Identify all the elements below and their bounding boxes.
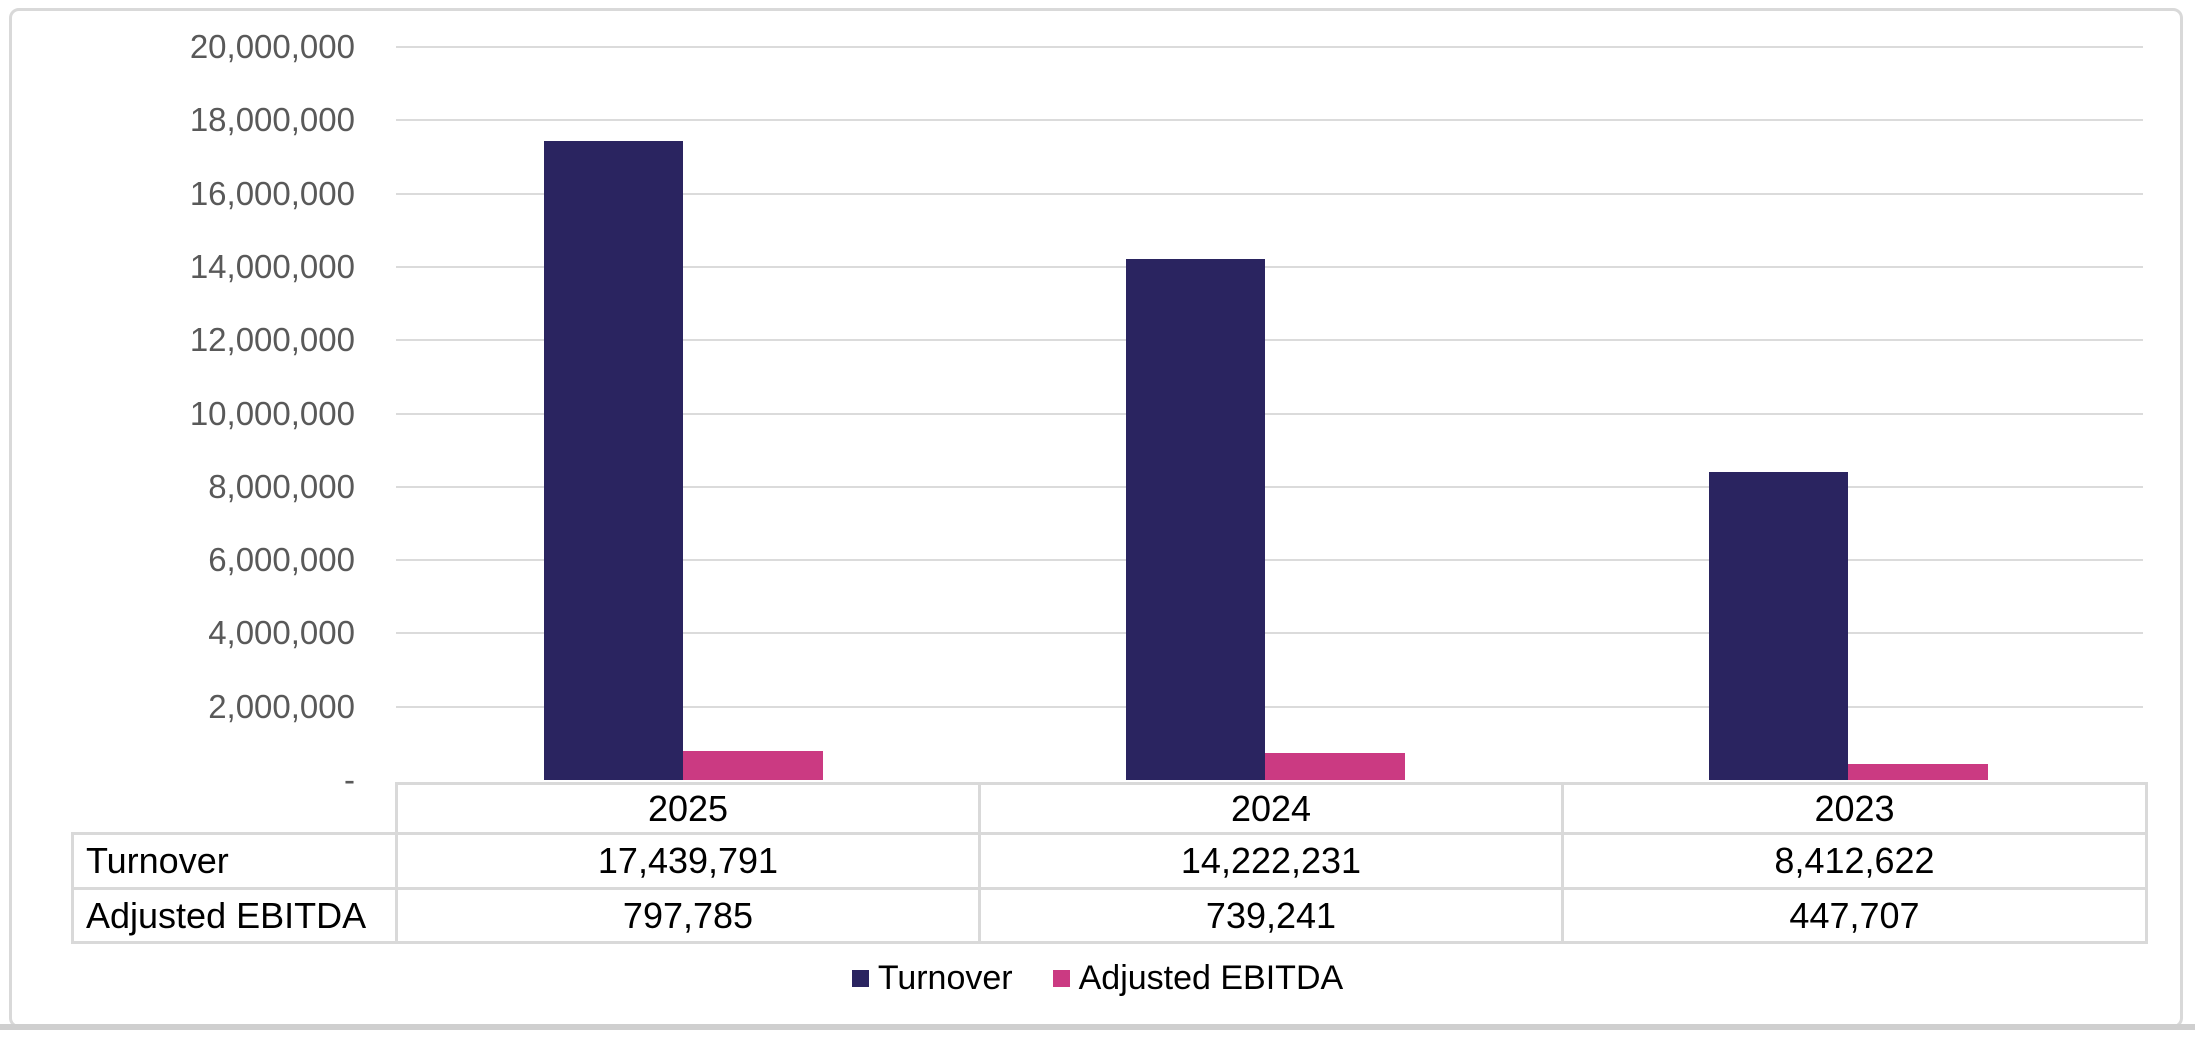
table-value-cell: 447,707: [1561, 887, 2148, 944]
legend-item: Turnover: [851, 958, 1013, 998]
table-corner-cell: [73, 784, 397, 834]
gridline: [396, 119, 2143, 122]
legend: Turnover Adjusted EBITDA: [0, 952, 2195, 1004]
y-axis-tick-label: 8,000,000: [208, 467, 355, 505]
table-value-cell: 797,785: [395, 887, 981, 944]
bar-adjusted-ebitda-2025: [683, 751, 823, 780]
y-axis-tick-label: 12,000,000: [189, 321, 355, 359]
gridline: [396, 632, 2143, 635]
table-year-header: 2024: [978, 782, 1564, 835]
table-row: Adjusted EBITDA 797,785 739,241 447,707: [71, 887, 2148, 944]
table-row: Turnover 17,439,791 14,222,231 8,412,622: [71, 832, 2148, 890]
y-axis-tick-label: 18,000,000: [189, 101, 355, 139]
table-value-cell: 17,439,791: [395, 832, 981, 890]
legend-item-label: Adjusted EBITDA: [1078, 958, 1344, 997]
legend-swatch-icon: [1052, 969, 1070, 987]
gridline: [396, 705, 2143, 708]
gridline: [396, 192, 2143, 195]
bar-turnover-2025: [544, 141, 683, 780]
gridline: [396, 339, 2143, 342]
gridline: [396, 485, 2143, 488]
table-value-cell: 739,241: [978, 887, 1564, 944]
y-axis-tick-label: 6,000,000: [208, 541, 355, 579]
table-row-label: Turnover: [71, 832, 398, 890]
bar-adjusted-ebitda-2023: [1848, 764, 1988, 780]
gridline: [396, 559, 2143, 562]
table-value-cell: 8,412,622: [1561, 832, 2148, 890]
y-axis-tick-label: 20,000,000: [189, 28, 355, 65]
table-value-cell: 14,222,231: [978, 832, 1564, 890]
legend-item-label: Turnover: [877, 958, 1013, 997]
data-table: 2025 2024 2023 Turnover 17,439,791 14,222,231…: [71, 782, 2148, 944]
y-axis-tick-label: 10,000,000: [189, 394, 355, 432]
table-year-header: 2025: [395, 782, 981, 835]
y-axis-tick-label: -: [344, 761, 355, 798]
gridline: [396, 265, 2143, 268]
y-axis-tick-label: 14,000,000: [189, 247, 355, 285]
bar-turnover-2023: [1709, 472, 1848, 780]
table-year-row: 2025 2024 2023: [73, 782, 2148, 835]
y-axis-tick-label: 2,000,000: [208, 687, 355, 725]
bar-turnover-2024: [1126, 259, 1265, 780]
y-axis-tick-label: 16,000,000: [189, 174, 355, 212]
legend-swatch-icon: [851, 969, 869, 987]
table-year-header: 2023: [1561, 782, 2148, 835]
gridline: [396, 412, 2143, 415]
y-axis-tick-label: 4,000,000: [208, 614, 355, 652]
gridline: [396, 46, 2143, 48]
table-row-label: Adjusted EBITDA: [71, 887, 398, 944]
bar-adjusted-ebitda-2024: [1265, 753, 1405, 780]
legend-item: Adjusted EBITDA: [1052, 958, 1344, 998]
page-bottom-edge: [0, 1024, 2195, 1030]
